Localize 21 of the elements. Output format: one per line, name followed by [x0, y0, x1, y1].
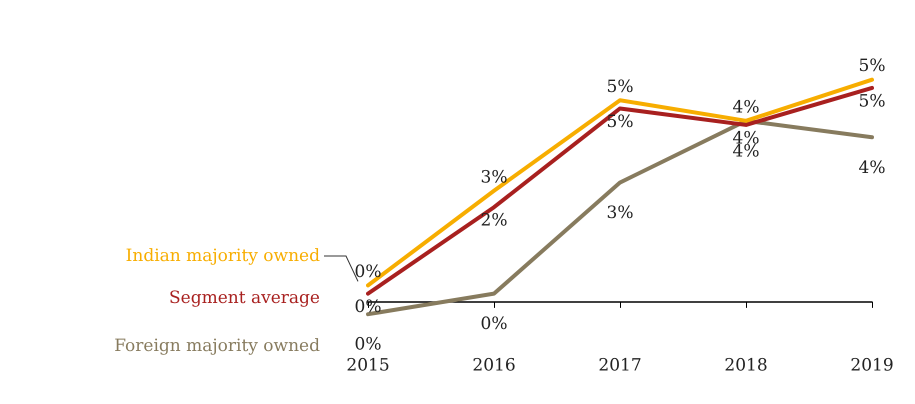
- data-label: 5%: [858, 91, 886, 112]
- data-label: 2%: [480, 210, 508, 231]
- x-tick-label: 2016: [472, 356, 516, 376]
- x-tick-label: 2015: [346, 356, 390, 376]
- text: Foreign majority owned: [114, 336, 320, 356]
- x-tick-label: 2017: [598, 356, 642, 376]
- text: Segment average: [169, 288, 320, 308]
- data-label: 5%: [606, 112, 634, 132]
- data-label: 4%: [858, 158, 886, 178]
- data-label: 3%: [480, 167, 508, 188]
- text: Indian majority owned: [126, 246, 320, 266]
- data-label: 0%: [354, 297, 382, 318]
- data-label: 5%: [858, 56, 886, 76]
- data-label: 4%: [732, 97, 760, 118]
- data-label: 0%: [354, 262, 382, 282]
- data-label: 0%: [354, 334, 382, 355]
- data-label: 3%: [606, 203, 634, 224]
- data-label: 5%: [606, 76, 634, 97]
- data-label: 0%: [480, 314, 508, 334]
- x-tick-label: 2019: [850, 356, 894, 376]
- x-tick-label: 2018: [724, 356, 768, 376]
